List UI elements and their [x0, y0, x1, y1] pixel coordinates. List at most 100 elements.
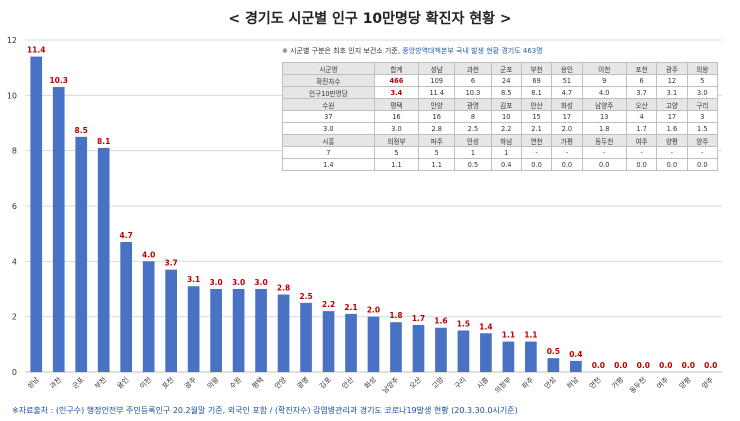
table-cell: 1.1	[418, 158, 456, 171]
bar	[97, 147, 110, 372]
table-cell: 3.1	[656, 86, 688, 99]
table-cell: 안성	[454, 134, 492, 147]
y-tick-label: 6	[12, 202, 17, 211]
table-note-highlight: 중앙방역대책본부 국내 발생 현황 경기도 463명	[402, 47, 543, 55]
bar-value-label: 1.8	[389, 311, 402, 320]
chart-title: < 경기도 시군별 인구 10만명당 확진자 현황 >	[228, 11, 512, 27]
table-cell: 0.0	[551, 158, 583, 171]
table-cell: 6	[454, 74, 492, 87]
table-cell: 8	[454, 110, 492, 123]
table-cell: -	[551, 146, 583, 159]
table-cell: 시흥	[282, 134, 375, 147]
table-cell: 0.0	[656, 158, 688, 171]
table-cell: 5	[373, 146, 420, 159]
x-tick-label: 광명	[295, 375, 310, 390]
x-tick-label: 과천	[48, 375, 63, 390]
table-cell: 7	[282, 146, 375, 159]
x-tick-label: 시흥	[475, 375, 491, 391]
x-tick-label: 의왕	[205, 375, 221, 391]
table-cell: 466	[373, 74, 420, 87]
y-tick-label: 12	[7, 36, 17, 45]
bar	[390, 322, 402, 372]
table-cell: -	[686, 146, 719, 159]
table-cell: 안산	[520, 98, 553, 111]
x-tick-label: 용인	[115, 375, 130, 390]
table-note-prefix: ※ 시군별 구분은 최초 인지 보건소 기준,	[282, 47, 403, 55]
x-tick-label: 군포	[71, 375, 86, 390]
y-tick-label: 0	[12, 368, 17, 377]
table-cell: 0.0	[625, 158, 658, 171]
bar	[232, 289, 245, 372]
table-cell: -	[581, 146, 627, 159]
bar	[547, 358, 560, 372]
bar	[322, 311, 335, 372]
bar-value-label: 0.0	[659, 361, 672, 370]
bar	[142, 261, 155, 372]
table-cell: 과천	[454, 62, 492, 75]
table-cell: 양주	[686, 134, 719, 147]
table-row: 시흥 의정부 파주 안성 하남 연천 가평 동두천 여주 양평 양주	[282, 134, 719, 147]
summary-table: 시군명 합계 성남 과천 군포 부천 용인 이천 포천 광주 의왕 확진자수 466 109 6 24 69 51…	[282, 62, 719, 171]
summary-table-panel: ※ 시군별 구분은 최초 인지 보건소 기준, 중앙방역대책본부 국내 발생 현…	[282, 46, 719, 171]
table-cell: 1.6	[656, 122, 688, 135]
bar	[120, 241, 133, 372]
table-cell: 10.3	[454, 86, 492, 99]
bar-value-label: 2.5	[299, 292, 312, 301]
bar-value-label: 0.0	[592, 361, 605, 370]
bar-value-label: 8.1	[97, 137, 110, 146]
table-row: 확진자수 466 109 6 24 69 51 9 6 12 5	[282, 74, 719, 87]
table-cell: 확진자수	[282, 74, 375, 87]
table-cell: 안양	[418, 98, 456, 111]
table-cell: 3.7	[625, 86, 658, 99]
bar	[30, 56, 43, 372]
x-tick-label: 의정부	[493, 375, 513, 395]
table-row: 시군명 합계 성남 과천 군포 부천 용인 이천 포천 광주 의왕	[282, 62, 719, 75]
x-tick-label: 양주	[700, 375, 715, 390]
x-tick-label: 부천	[93, 375, 108, 390]
table-row: 37 16 16 8 10 15 17 13 4 17 3	[282, 110, 719, 123]
bar-value-label: 1.4	[479, 322, 492, 331]
x-tick-label: 김포	[318, 375, 333, 390]
table-cell: 0.4	[490, 158, 522, 171]
table-cell: 3.0	[686, 86, 719, 99]
bar-value-label: 0.0	[614, 361, 627, 370]
table-cell: 평택	[373, 98, 420, 111]
y-tick-label: 4	[12, 257, 17, 266]
table-cell: 16	[418, 110, 456, 123]
table-cell: 6	[625, 74, 658, 87]
table-cell: 화성	[551, 98, 583, 111]
bar	[367, 316, 380, 372]
table-row: 1.4 1.1 1.1 0.5 0.4 0.0 0.0 0.0 0.0 0.0 0.0	[282, 158, 719, 171]
bar-value-label: 2.2	[322, 300, 335, 309]
x-tick-label: 광주	[183, 375, 198, 390]
bar-value-label: 2.1	[344, 303, 357, 312]
x-tick-label: 이천	[138, 375, 153, 390]
bar	[525, 341, 537, 372]
table-cell: 1.8	[581, 122, 627, 135]
table-cell: -	[625, 146, 658, 159]
x-tick-label: 여주	[655, 375, 671, 391]
bar-value-label: 0.5	[547, 347, 560, 356]
table-cell: 인구10만명당	[282, 86, 375, 99]
table-cell: 15	[520, 110, 553, 123]
table-cell: 의정부	[373, 134, 420, 147]
table-cell: 0.0	[581, 158, 627, 171]
x-tick-label: 안양	[272, 375, 288, 391]
x-tick-label: 양평	[677, 375, 692, 390]
table-cell: 17	[551, 110, 583, 123]
y-tick-label: 2	[12, 313, 17, 322]
table-cell: 5	[686, 74, 719, 87]
table-cell: 연천	[520, 134, 553, 147]
bar-value-label: 1.6	[434, 317, 447, 326]
bar-value-label: 1.5	[457, 320, 470, 329]
table-cell: 10	[490, 110, 522, 123]
x-tick-label: 안산	[340, 375, 356, 391]
table-cell: 51	[551, 74, 583, 87]
table-cell: 24	[490, 74, 522, 87]
bar	[75, 136, 88, 372]
bar	[210, 289, 222, 372]
table-row: 3.0 3.0 2.8 2.5 2.2 2.1 2.0 1.8 1.7 1.6 1.5	[282, 122, 719, 135]
table-cell: 성남	[418, 62, 456, 75]
x-tick-label: 고양	[431, 375, 446, 390]
table-cell: 11.4	[418, 86, 456, 99]
